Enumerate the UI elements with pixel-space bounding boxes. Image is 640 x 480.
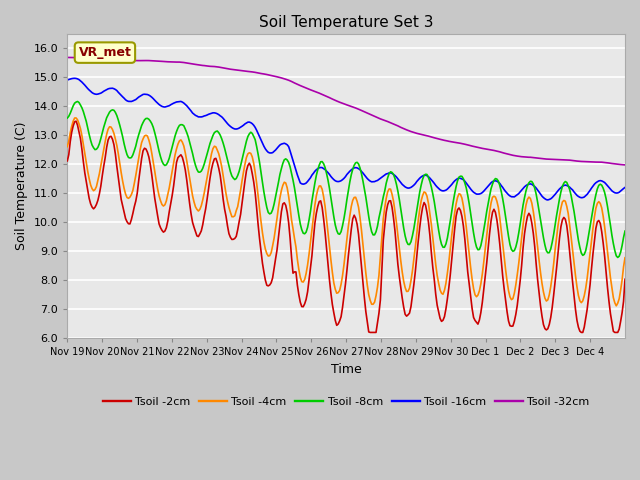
Legend: Tsoil -2cm, Tsoil -4cm, Tsoil -8cm, Tsoil -16cm, Tsoil -32cm: Tsoil -2cm, Tsoil -4cm, Tsoil -8cm, Tsoi… bbox=[99, 393, 594, 411]
Y-axis label: Soil Temperature (C): Soil Temperature (C) bbox=[15, 122, 28, 251]
Title: Soil Temperature Set 3: Soil Temperature Set 3 bbox=[259, 15, 433, 30]
Text: VR_met: VR_met bbox=[79, 46, 131, 59]
X-axis label: Time: Time bbox=[331, 363, 362, 376]
